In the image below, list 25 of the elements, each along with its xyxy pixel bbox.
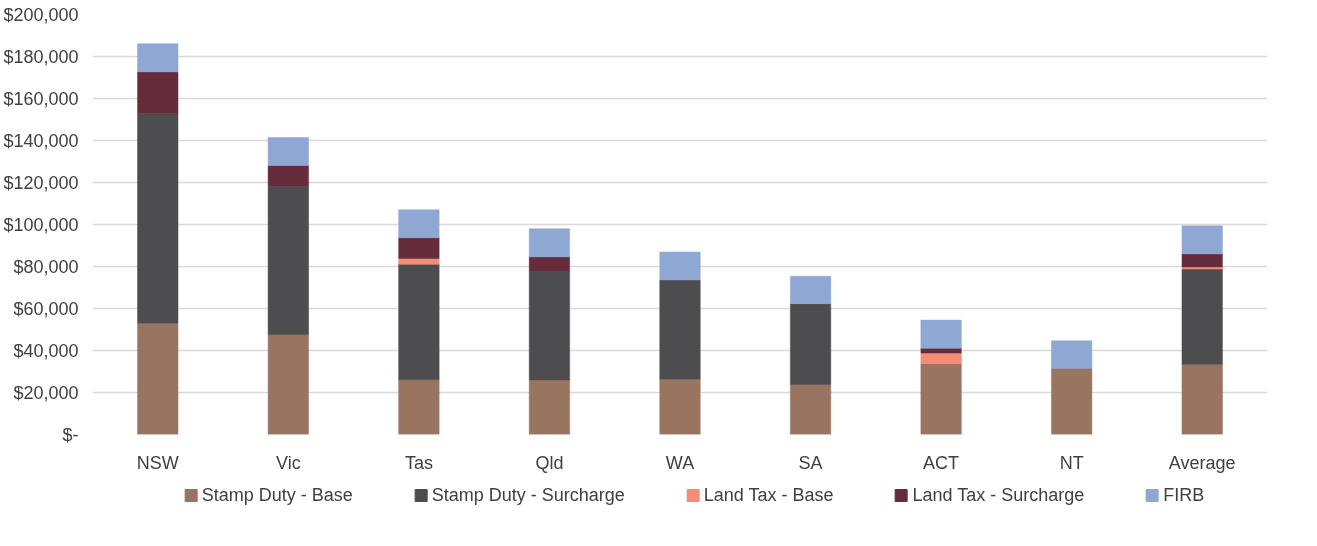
y-tick-label: $120,000 [3,172,79,193]
legend-label: Land Tax - Base [703,484,834,506]
x-tick-label: Vic [275,452,301,473]
x-tick-label: Average [1168,452,1236,473]
legend-label: Land Tax - Surcharge [912,484,1085,506]
x-tick-label: NT [1059,452,1084,473]
legend-label: Stamp Duty - Surcharge [431,484,625,506]
x-tick-label: Tas [404,452,433,473]
y-tick-label: $20,000 [13,382,79,403]
x-tick-label: ACT [923,452,960,473]
y-tick-label: $60,000 [13,298,79,319]
x-tick-label: NSW [136,452,179,473]
y-tick-label: $160,000 [3,88,79,109]
y-tick-label: $80,000 [13,256,79,277]
y-tick-label: $100,000 [3,214,79,235]
y-tick-label: $180,000 [3,46,79,67]
x-tick-label: Qld [535,452,564,473]
y-tick-label: $- [62,424,79,445]
x-tick-label: WA [665,452,695,473]
legend-label: FIRB [1163,484,1205,506]
y-tick-label: $200,000 [3,4,79,25]
y-tick-label: $140,000 [3,130,79,151]
x-tick-label: SA [798,452,823,473]
legend-label: Stamp Duty - Base [201,484,353,506]
y-tick-label: $40,000 [13,340,79,361]
